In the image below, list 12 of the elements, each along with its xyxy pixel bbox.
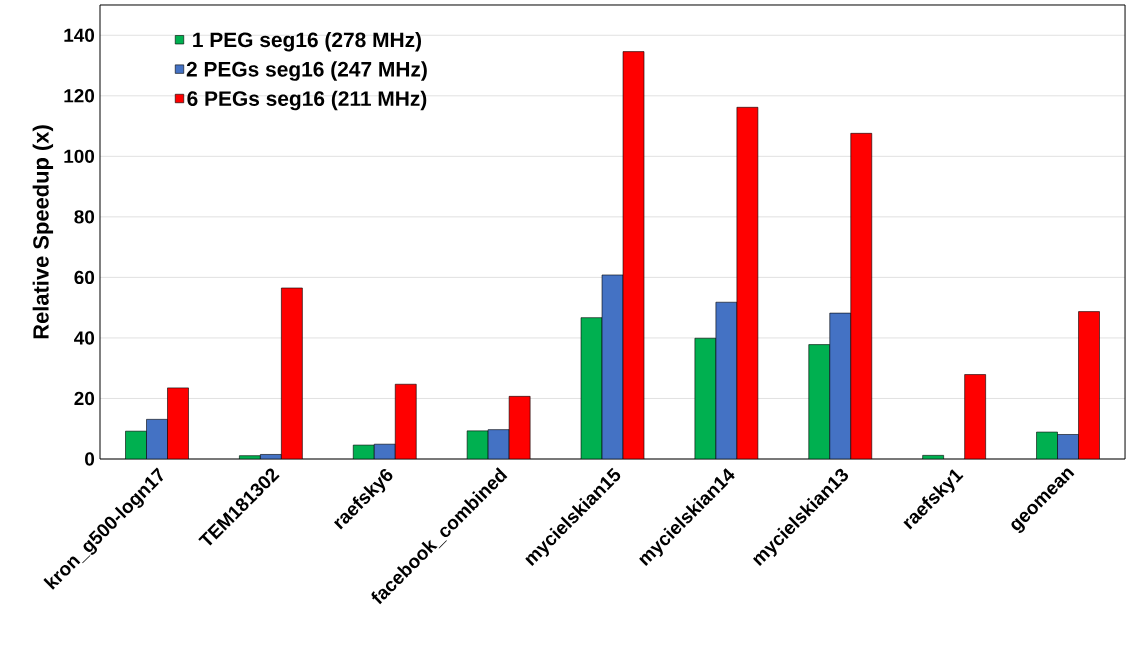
y-tick-label: 40: [74, 331, 95, 345]
y-tick-label: 120: [64, 89, 95, 103]
y-tick-label: 80: [74, 210, 95, 224]
y-tick-label: 60: [74, 270, 95, 285]
y-axis-title: Relative Speedup (x): [32, 125, 54, 339]
y-tick-label: 100: [64, 149, 95, 164]
legend-label: 1 PEG seg16 (278 MHz): [193, 31, 422, 52]
legend-label: 2 PEGs seg16 (247 MHz): [186, 61, 427, 81]
y-tick-label: 20: [74, 391, 95, 406]
legend-label: 6 PEGs seg16 (211 MHz): [187, 90, 427, 111]
y-tick-label: 140: [64, 28, 95, 42]
y-tick-label: 0: [85, 452, 95, 466]
